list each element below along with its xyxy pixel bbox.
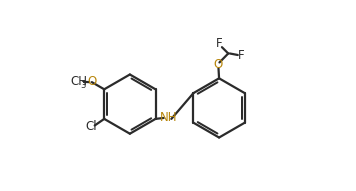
Text: O: O bbox=[88, 75, 97, 88]
Text: CH: CH bbox=[70, 75, 87, 88]
Text: NH: NH bbox=[160, 111, 177, 125]
Text: Cl: Cl bbox=[85, 120, 97, 133]
Text: 3: 3 bbox=[81, 81, 86, 90]
Text: F: F bbox=[238, 49, 245, 62]
Text: F: F bbox=[216, 37, 223, 50]
Text: O: O bbox=[214, 58, 223, 71]
